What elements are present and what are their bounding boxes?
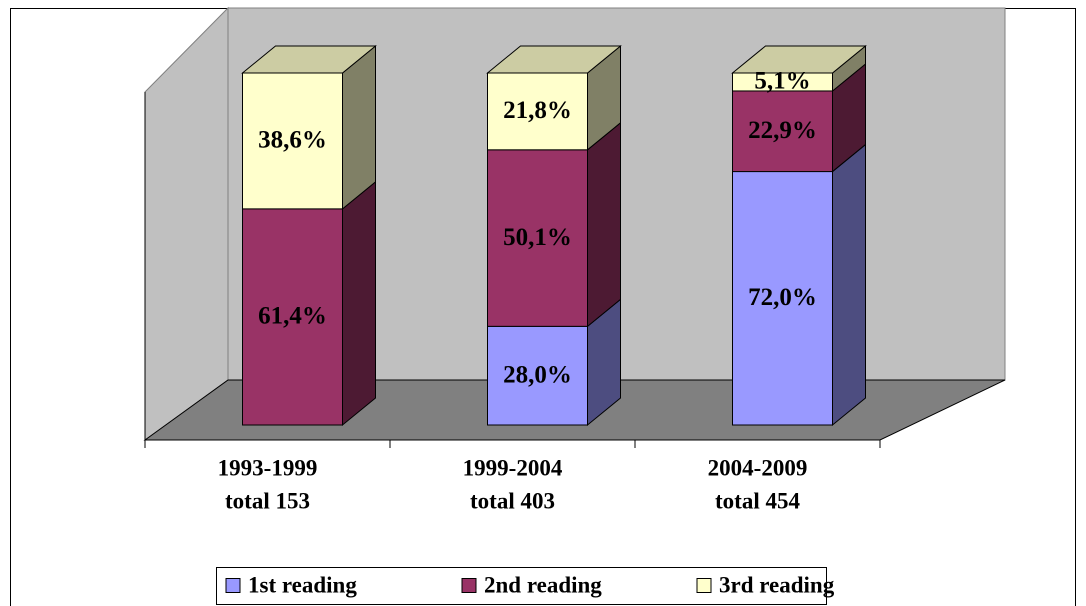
x-tick-label: total 403 bbox=[470, 488, 555, 513]
data-label: 38,6% bbox=[258, 127, 327, 154]
legend-swatch bbox=[225, 578, 241, 593]
data-label: 28,0% bbox=[503, 361, 572, 388]
bar-side bbox=[342, 44, 376, 210]
x-tick-label: total 153 bbox=[225, 488, 310, 513]
x-tick-label: total 454 bbox=[715, 488, 800, 513]
bar-segment bbox=[487, 325, 588, 426]
legend-label: 3rd reading bbox=[719, 572, 835, 597]
bar-segment bbox=[487, 149, 588, 327]
bar-side bbox=[342, 180, 376, 427]
legend-swatch bbox=[461, 578, 477, 593]
data-label: 50,1% bbox=[503, 224, 572, 251]
x-tick-label: 1999-2004 bbox=[463, 455, 563, 480]
legend-swatch bbox=[696, 578, 712, 593]
legend-label: 1st reading bbox=[248, 572, 357, 597]
bar-segment bbox=[487, 72, 588, 151]
legend-label: 2nd reading bbox=[484, 572, 602, 597]
bar-top bbox=[731, 45, 867, 74]
bar-side bbox=[832, 143, 866, 427]
data-label: 5,1% bbox=[754, 68, 810, 95]
x-tick-label: 1993-1999 bbox=[218, 455, 318, 480]
legend bbox=[216, 567, 827, 605]
bar-side bbox=[587, 121, 621, 328]
data-label: 22,9% bbox=[748, 117, 817, 144]
data-label: 61,4% bbox=[258, 303, 327, 330]
bar-segment bbox=[732, 171, 833, 426]
bar-top bbox=[486, 45, 622, 74]
bar-segment bbox=[732, 90, 833, 173]
data-label: 21,8% bbox=[503, 97, 572, 124]
bar-top bbox=[241, 45, 377, 74]
data-label: 72,0% bbox=[748, 284, 817, 311]
x-tick-label: 2004-2009 bbox=[708, 455, 808, 480]
